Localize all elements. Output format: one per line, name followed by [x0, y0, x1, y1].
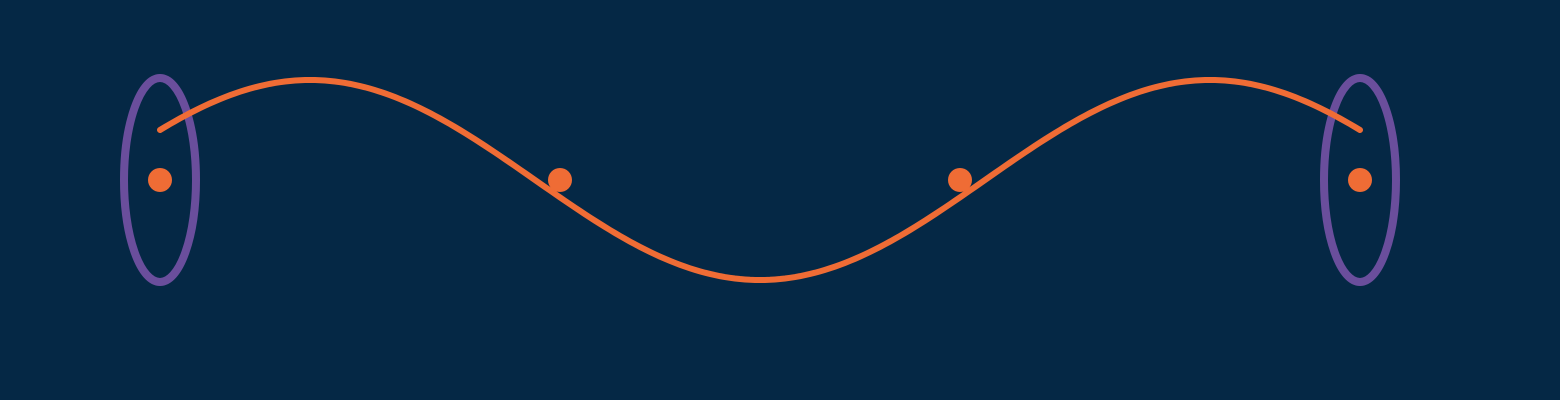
ring-left-end [120, 74, 200, 286]
node-second-crossing [948, 168, 972, 192]
ring-right-end [1320, 74, 1400, 286]
node-first-crossing [548, 168, 572, 192]
wave-line [157, 76, 1363, 284]
node-left-end [148, 168, 172, 192]
node-right-end [1348, 168, 1372, 192]
